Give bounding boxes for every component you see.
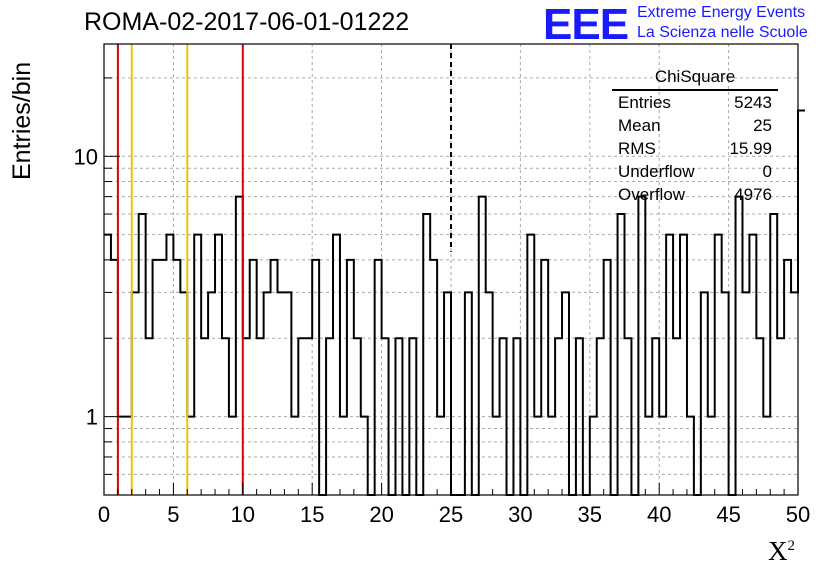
y-axis-label: Entries/bin [8,61,36,180]
chart-title: ROMA-02-2017-06-01-01222 [84,8,410,36]
stats-label: RMS [618,139,656,158]
stats-label: Entries [618,93,671,112]
logo-line-1: Extreme Energy Events [637,4,806,21]
stats-box: ChiSquare Entries 5243 Mean 25 RMS 15.99 Un… [612,67,778,206]
x-tick-label: 20 [369,502,393,527]
stats-value: 15.99 [729,139,772,158]
x-tick-label: 50 [786,502,810,527]
x-tick-label: 30 [508,502,532,527]
eee-logo: EEE [543,0,629,49]
stats-row: Entries 5243 [612,91,778,114]
y-tick-label: 1 [86,405,98,430]
x-tick-label: 45 [716,502,740,527]
stats-value: 5243 [734,93,772,112]
stats-row: Mean 25 [612,114,778,137]
x-tick-label: 0 [98,502,110,527]
x-tick-label: 35 [578,502,602,527]
x-axis-label-sup: 2 [787,538,796,554]
stats-row: RMS 15.99 [612,137,778,160]
stats-row: Overflow 4976 [612,183,778,206]
x-tick-label: 5 [167,502,179,527]
stats-value: 4976 [734,185,772,204]
x-axis-label: X2 [768,536,795,567]
x-tick-label: 25 [439,502,463,527]
y-tick-label: 10 [74,144,98,169]
x-axis-label-base: X [768,536,788,566]
stats-value: 0 [762,162,772,181]
x-tick-label: 40 [647,502,671,527]
stats-title: ChiSquare [612,67,778,91]
x-tick-label: 15 [300,502,324,527]
stats-label: Underflow [618,162,695,181]
x-tick-label: 10 [231,502,255,527]
stats-row: Underflow 0 [612,160,778,183]
stats-label: Mean [618,116,661,135]
stats-label: Overflow [618,185,686,204]
logo-line-2: La Scienza nelle Scuole [637,24,808,41]
stats-value: 25 [753,116,772,135]
